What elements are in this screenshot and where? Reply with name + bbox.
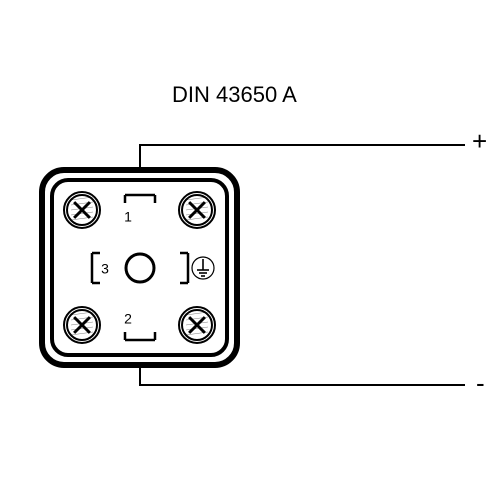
pin-1-label: 1 — [124, 209, 132, 225]
negative-terminal-label: - — [476, 368, 485, 399]
positive-terminal-label: + — [472, 126, 487, 157]
diagram-title: DIN 43650 A — [172, 82, 297, 108]
pin-2-label: 2 — [124, 311, 132, 327]
pin-3-label: 3 — [101, 261, 109, 277]
wiring-diagram: 1 2 3 — [0, 0, 500, 500]
